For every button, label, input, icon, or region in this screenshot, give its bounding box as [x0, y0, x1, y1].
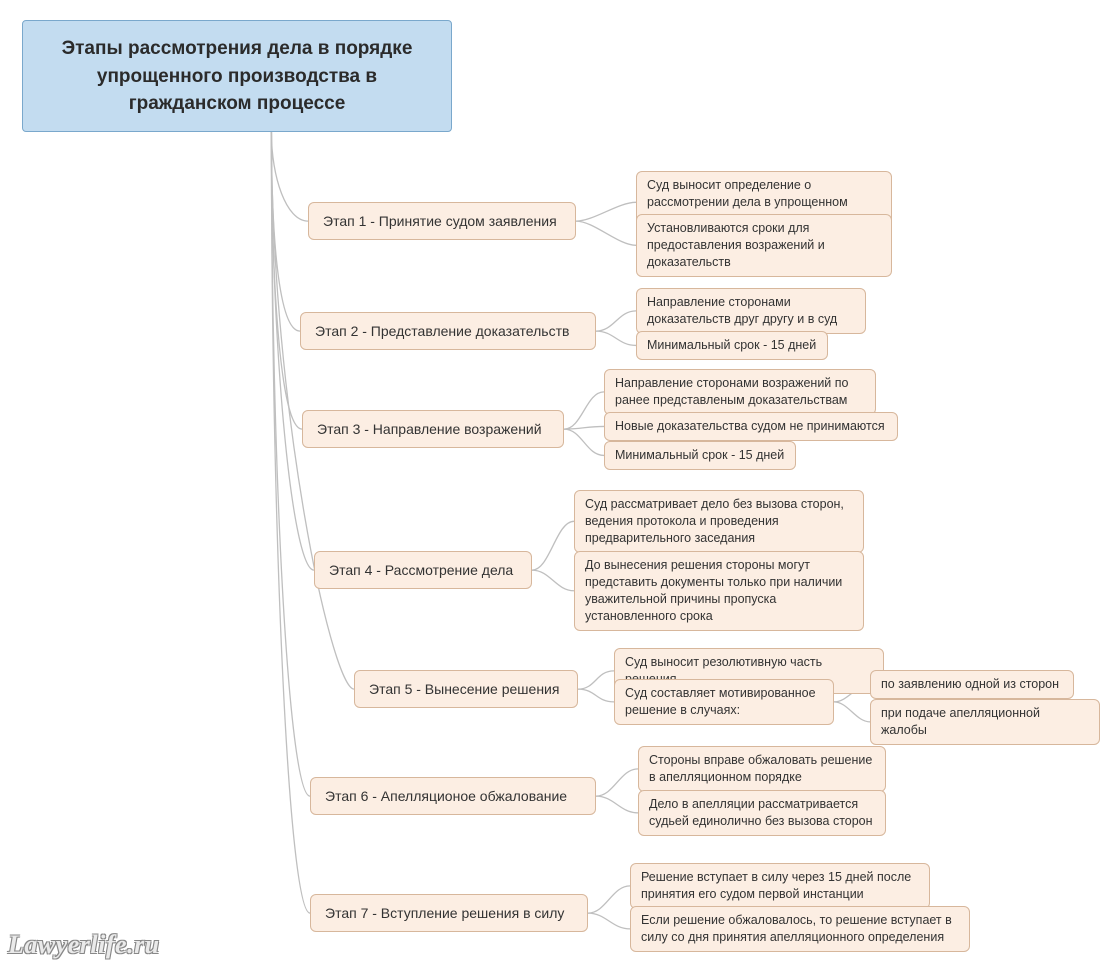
d6a: Стороны вправе обжаловать решение в апел…: [638, 746, 886, 792]
stage7: Этап 7 - Вступление решения в силу: [310, 894, 588, 932]
d7a: Решение вступает в силу через 15 дней по…: [630, 863, 930, 909]
stage6: Этап 6 - Апелляционое обжалование: [310, 777, 596, 815]
connector-layer: [0, 0, 1110, 966]
d5b2: при подаче апелляционной жалобы: [870, 699, 1100, 745]
d3c: Минимальный срок - 15 дней: [604, 441, 796, 470]
d5b: Суд составляет мотивированное решение в …: [614, 679, 834, 725]
d5b1: по заявлению одной из сторон: [870, 670, 1074, 699]
root-node: Этапы рассмотрения дела в порядке упроще…: [22, 20, 452, 132]
stage3: Этап 3 - Направление возражений: [302, 410, 564, 448]
d2b: Минимальный срок - 15 дней: [636, 331, 828, 360]
stage5: Этап 5 - Вынесение решения: [354, 670, 578, 708]
d7b: Если решение обжаловалось, то решение вс…: [630, 906, 970, 952]
d4a: Суд рассматривает дело без вызова сторон…: [574, 490, 864, 553]
d3a: Направление сторонами возражений по ране…: [604, 369, 876, 415]
d2a: Направление сторонами доказательств друг…: [636, 288, 866, 334]
stage2: Этап 2 - Представление доказательств: [300, 312, 596, 350]
stage1: Этап 1 - Принятие судом заявления: [308, 202, 576, 240]
d6b: Дело в апелляции рассматривается судьей …: [638, 790, 886, 836]
stage4: Этап 4 - Рассмотрение дела: [314, 551, 532, 589]
d3b: Новые доказательства судом не принимаютс…: [604, 412, 898, 441]
watermark: Lawyerlife.ru: [8, 930, 160, 960]
d1b: Установливаются сроки для предоставления…: [636, 214, 892, 277]
d4b: До вынесения решения стороны могут предс…: [574, 551, 864, 631]
